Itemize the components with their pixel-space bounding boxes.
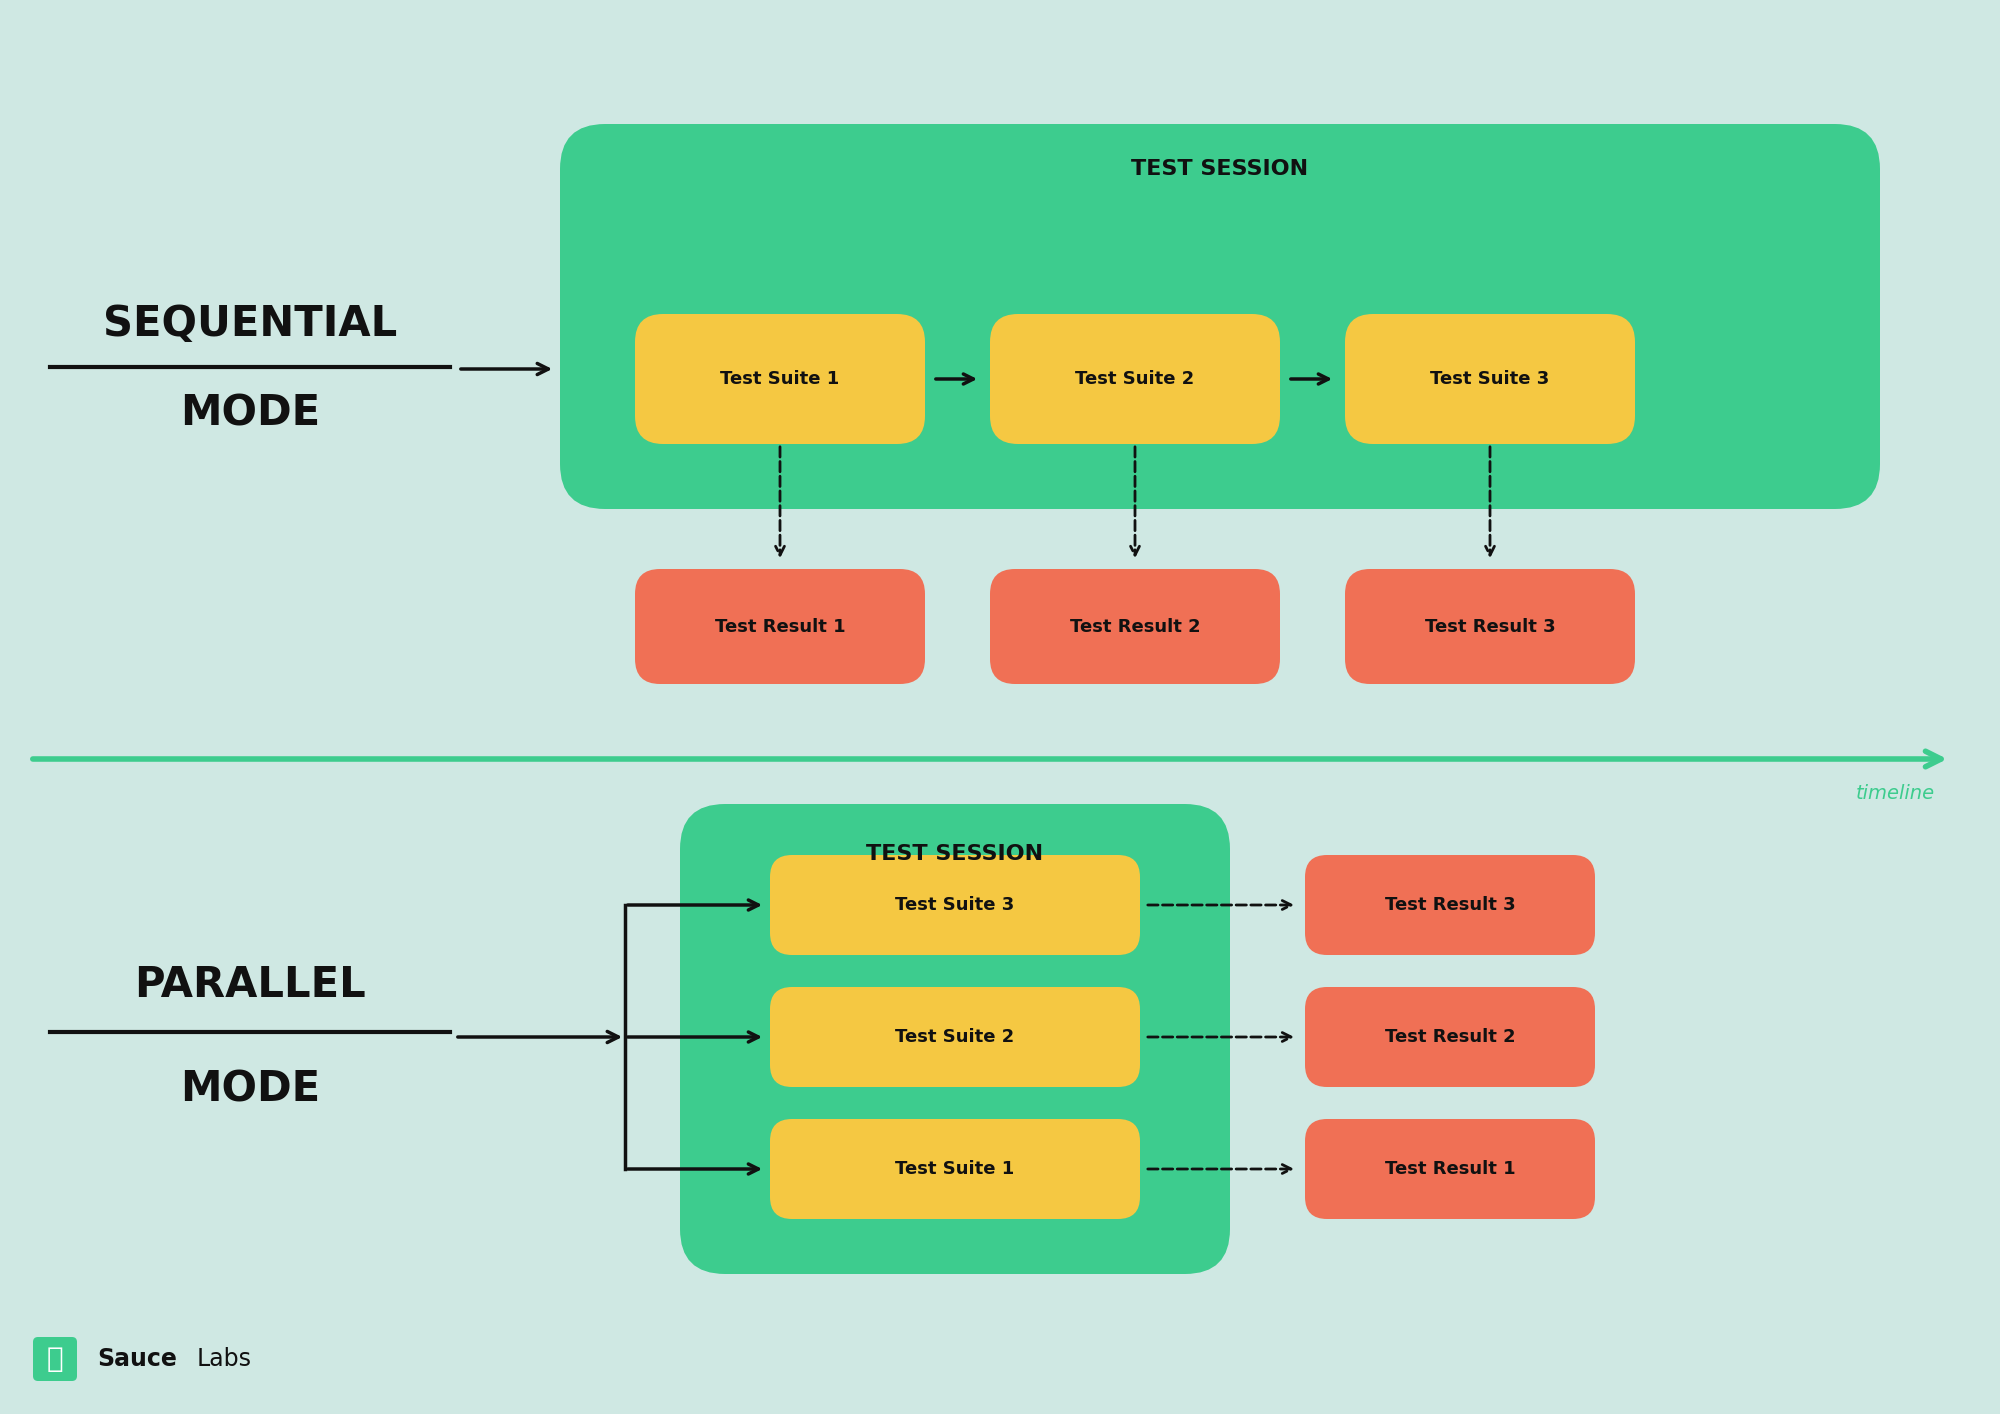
FancyBboxPatch shape (560, 124, 1880, 509)
Text: Test Result 1: Test Result 1 (714, 618, 846, 635)
Text: Test Suite 2: Test Suite 2 (1076, 370, 1194, 387)
FancyBboxPatch shape (636, 314, 924, 444)
FancyBboxPatch shape (680, 805, 1230, 1274)
Text: Test Suite 1: Test Suite 1 (896, 1159, 1014, 1178)
Text: Test Suite 3: Test Suite 3 (896, 896, 1014, 913)
Text: Test Result 2: Test Result 2 (1070, 618, 1200, 635)
FancyBboxPatch shape (990, 568, 1280, 684)
Text: Test Result 3: Test Result 3 (1384, 896, 1516, 913)
Text: Test Result 2: Test Result 2 (1384, 1028, 1516, 1046)
Text: MODE: MODE (180, 393, 320, 436)
FancyBboxPatch shape (1304, 855, 1596, 954)
FancyBboxPatch shape (1344, 314, 1634, 444)
FancyBboxPatch shape (1344, 568, 1634, 684)
Text: SEQUENTIAL: SEQUENTIAL (102, 303, 398, 345)
FancyBboxPatch shape (636, 568, 924, 684)
Text: Test Suite 1: Test Suite 1 (720, 370, 840, 387)
Text: Labs: Labs (196, 1348, 252, 1372)
FancyBboxPatch shape (1304, 987, 1596, 1087)
Text: Test Result 1: Test Result 1 (1384, 1159, 1516, 1178)
FancyBboxPatch shape (34, 1338, 76, 1381)
FancyBboxPatch shape (990, 314, 1280, 444)
Text: TEST SESSION: TEST SESSION (866, 844, 1044, 864)
Text: Test Suite 2: Test Suite 2 (896, 1028, 1014, 1046)
Text: TEST SESSION: TEST SESSION (1132, 158, 1308, 180)
Text: Sauce: Sauce (96, 1348, 176, 1372)
FancyBboxPatch shape (1304, 1118, 1596, 1219)
Text: timeline: timeline (1856, 783, 1936, 803)
FancyBboxPatch shape (770, 855, 1140, 954)
Text: Test Suite 3: Test Suite 3 (1430, 370, 1550, 387)
FancyBboxPatch shape (770, 987, 1140, 1087)
Text: Test Result 3: Test Result 3 (1424, 618, 1556, 635)
Text: PARALLEL: PARALLEL (134, 964, 366, 1005)
FancyBboxPatch shape (770, 1118, 1140, 1219)
Text: MODE: MODE (180, 1068, 320, 1110)
Text: ⟟: ⟟ (46, 1345, 64, 1373)
